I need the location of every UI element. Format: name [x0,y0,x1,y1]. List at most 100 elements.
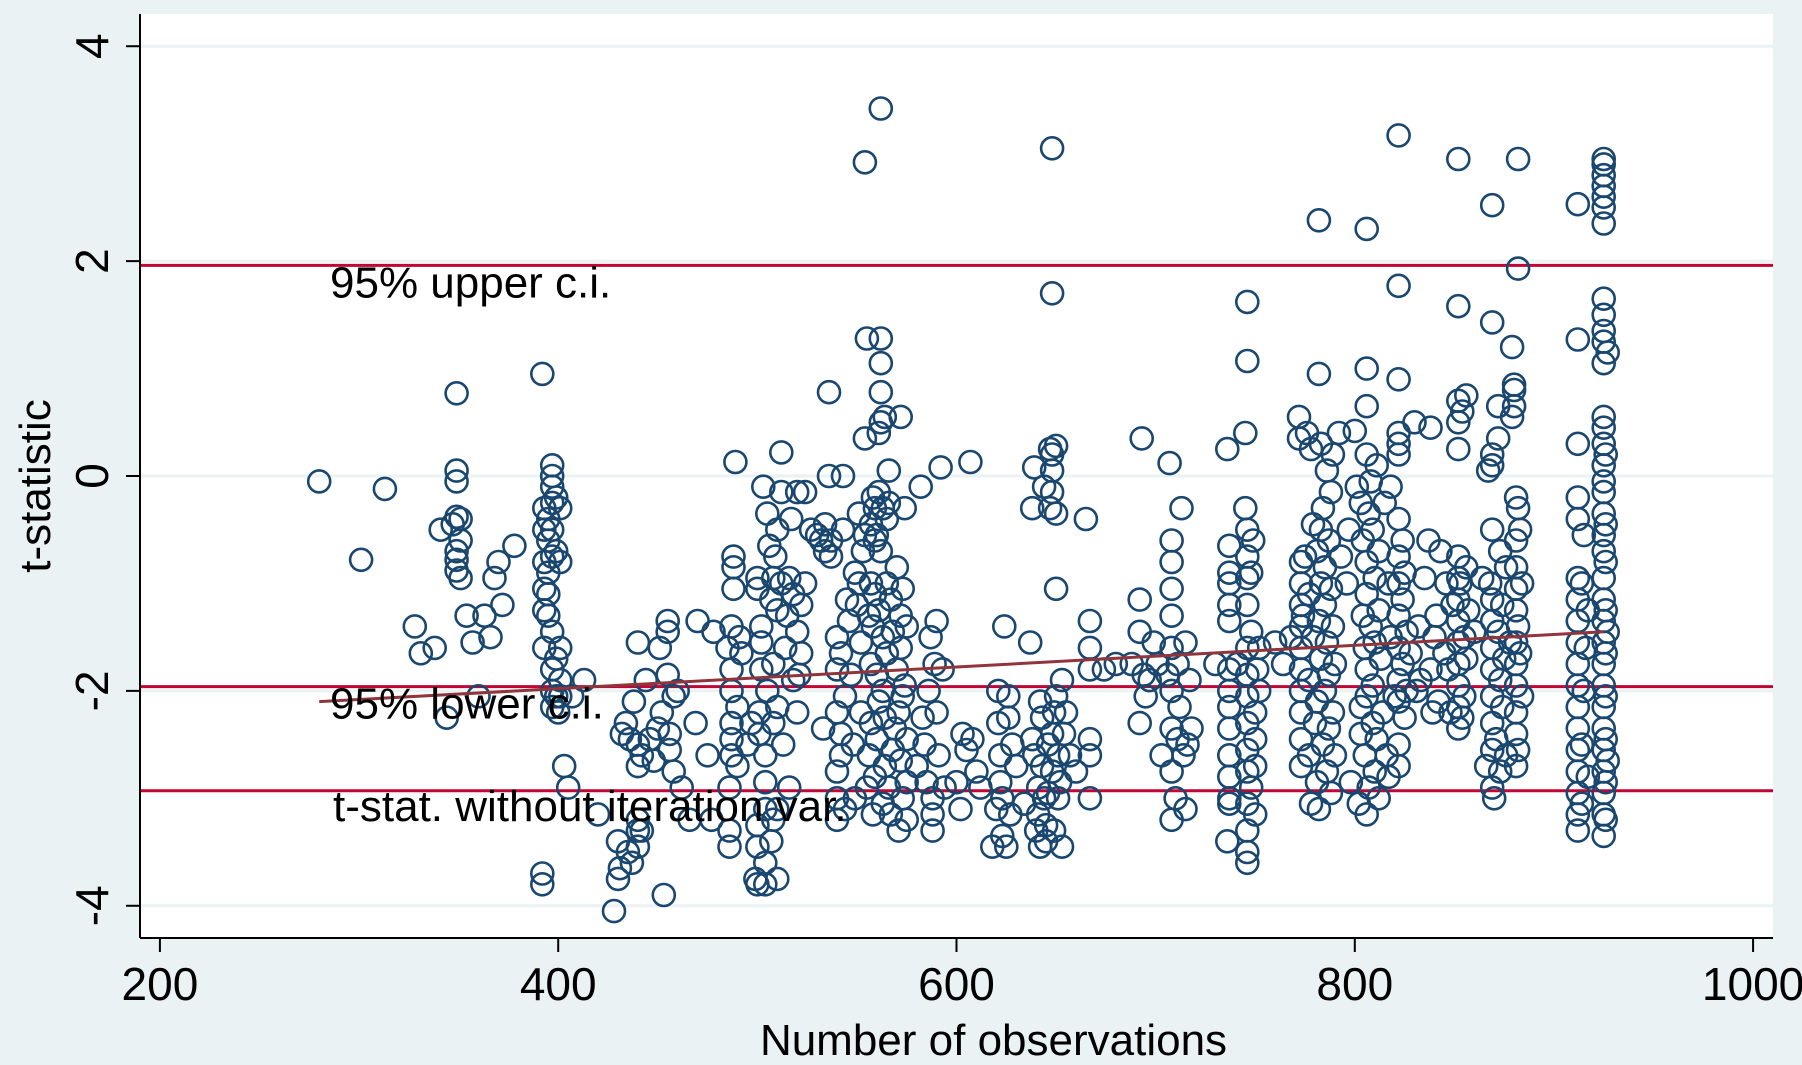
data-point [876,458,902,483]
data-point [830,463,856,489]
data-point [1175,732,1200,757]
data-point [894,726,920,752]
data-point [748,630,774,655]
data-point [1306,208,1332,233]
data-point [1507,640,1533,666]
data-point [725,753,750,779]
data-point [1591,286,1616,312]
data-point [306,469,332,494]
data-point [454,603,479,629]
data-point [1306,608,1332,634]
data-point [888,404,914,430]
data-point [1003,753,1029,779]
data-point [894,614,920,639]
data-point [1372,490,1397,516]
data-point [776,775,802,800]
data-point [1509,571,1535,596]
data-point [1402,409,1427,435]
data-point [924,608,949,634]
data-point [776,565,802,591]
data-point [916,678,941,704]
data-point [858,571,884,596]
data-point [1479,452,1505,478]
data-point [1235,759,1260,784]
data-point [1159,603,1184,629]
x-ticks: 200 400 600 800 1000 [122,938,1802,1010]
data-point [1157,450,1182,476]
data-point [868,96,894,121]
data-point [1041,818,1067,843]
data-point [1595,748,1620,774]
y-tick-label: -2 [66,670,118,711]
fit-line [319,630,1604,704]
data-point [1127,710,1152,736]
data-point [1039,280,1065,306]
x-tick-label: 1000 [1702,958,1802,1010]
data-point [1306,361,1332,387]
data-point [625,834,651,860]
data-point [1159,549,1184,575]
data-point [444,538,469,564]
data-point [1509,683,1535,709]
data-point [920,818,945,843]
data-point [1217,791,1242,817]
data-point [555,775,581,800]
data-point [1019,495,1045,521]
data-point [792,571,818,596]
data-point [529,361,555,387]
data-point [1428,538,1453,564]
data-point [1390,528,1415,553]
data-point [876,490,902,516]
data-point [1493,554,1519,580]
data-point [434,705,460,731]
data-point [1485,426,1511,451]
data-point [547,635,573,661]
data-point [1045,785,1071,811]
data-point [1314,630,1340,655]
data-point [422,635,448,661]
data-point [1270,651,1296,677]
data-point [1565,191,1591,217]
data-point [585,802,611,827]
data-point [1320,700,1346,725]
x-tick-label: 600 [918,958,995,1010]
data-point [762,544,788,569]
data-point [772,635,798,661]
data-point [543,538,569,564]
data-point [874,506,900,532]
data-point [1386,123,1411,148]
data-point [745,565,770,591]
data-point [717,818,742,843]
data-point [665,678,691,704]
data-point [1063,759,1089,784]
data-point [621,689,647,714]
data-point [768,440,794,465]
data-point [1479,192,1505,218]
data-point [529,861,555,886]
data-point [1591,184,1616,209]
data-point [1507,517,1533,543]
data-point [1235,683,1260,709]
data-point [535,603,561,629]
data-point [1312,592,1338,618]
data-point [778,506,804,532]
data-point [729,640,754,666]
data-point [1235,348,1260,374]
data-point [460,630,485,655]
data-point [987,769,1013,795]
data-point [547,549,573,575]
data-point [995,705,1021,731]
data-point [695,742,720,768]
data-point [1262,630,1288,655]
data-point [1499,334,1525,360]
data-point [448,528,473,553]
data-point [1418,415,1443,441]
data-point [750,474,776,500]
data-point [531,517,557,543]
data-point [669,775,695,800]
data-point [920,802,945,827]
data-point [1386,544,1411,569]
data-point [1316,716,1342,741]
data-point [1041,700,1067,725]
y-ticks: -4 -2 0 2 4 [66,33,140,926]
